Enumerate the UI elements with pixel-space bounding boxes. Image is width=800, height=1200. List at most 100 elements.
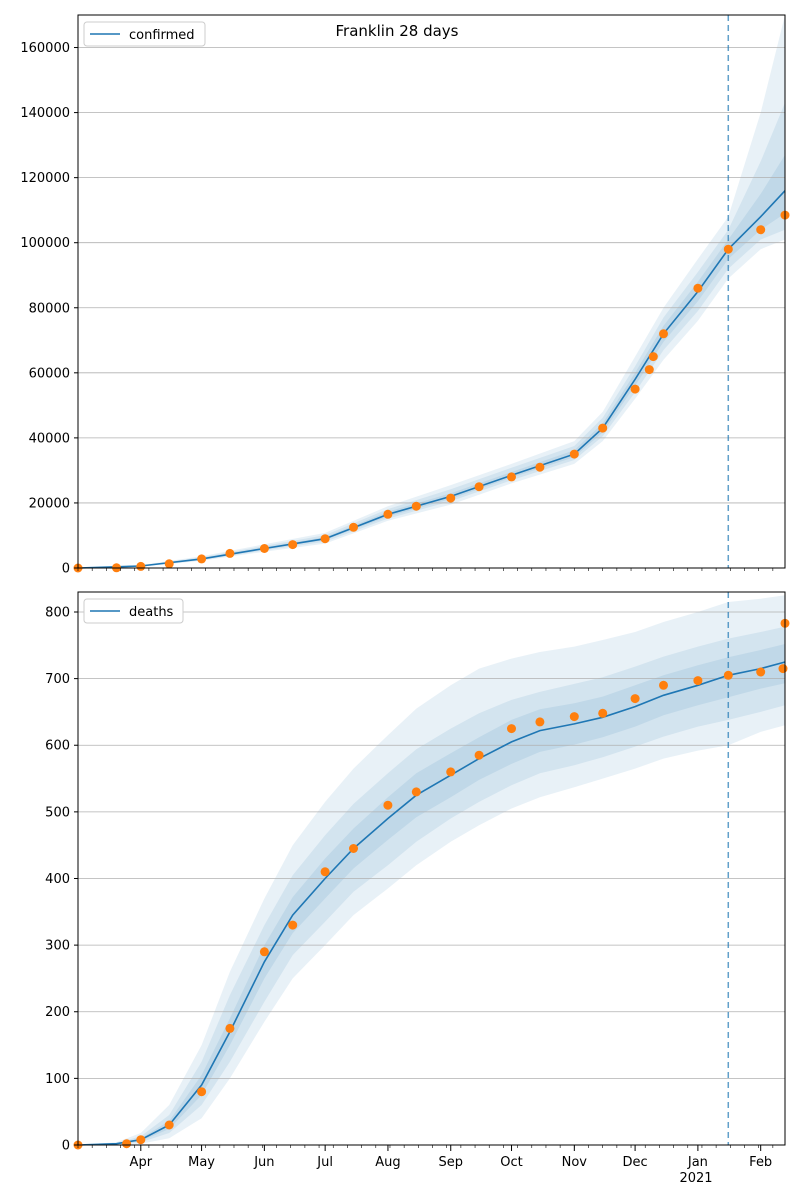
- y-tick-label: 60000: [29, 366, 70, 381]
- observed-point: [569, 712, 579, 722]
- observed-point: [535, 717, 545, 727]
- observed-point: [383, 800, 393, 810]
- observed-point: [259, 947, 269, 957]
- uncertainty-band: [78, 644, 785, 1145]
- deaths-legend: deaths: [83, 598, 184, 624]
- observed-point: [756, 667, 766, 677]
- x-tick-label: Feb: [749, 1155, 772, 1170]
- observed-point: [225, 1023, 235, 1033]
- confirmed-observed-points: [73, 210, 790, 573]
- model-line: [77, 190, 786, 569]
- x-tick-label: Oct: [500, 1155, 522, 1170]
- observed-point: [630, 384, 640, 394]
- year-label: 2021: [679, 1171, 712, 1186]
- y-tick-label: 400: [45, 872, 70, 887]
- axes-frame: [77, 14, 786, 569]
- observed-point: [122, 1139, 132, 1149]
- y-tick-label: 140000: [20, 106, 70, 121]
- chart-title: Franklin 28 days: [336, 22, 459, 40]
- observed-point: [446, 767, 456, 777]
- observed-point: [507, 724, 516, 734]
- observed-point: [723, 670, 733, 680]
- observed-point: [569, 449, 579, 459]
- x-tick-label: Apr: [130, 1155, 153, 1170]
- observed-point: [288, 920, 298, 930]
- month-axis-labels: Apr May Jun Jul Aug Sep Oct Nov Dec Jan Feb: [130, 1145, 772, 1170]
- uncertainty-band: [78, 15, 785, 568]
- y-tick-label: 80000: [29, 301, 70, 316]
- legend-label-deaths: deaths: [129, 605, 174, 620]
- y-tick-label: 100000: [20, 236, 70, 251]
- confirmed-axes: 0 20000 40000 60000 80000 100000 120000 140000 1…: [20, 14, 786, 577]
- y-tick-label: 160000: [20, 41, 70, 56]
- y-tick-label: 200: [45, 1005, 70, 1020]
- observed-point: [349, 522, 358, 532]
- legend-box: [83, 21, 206, 47]
- observed-point: [225, 548, 235, 558]
- legend-label-confirmed: confirmed: [129, 28, 195, 43]
- observed-point: [349, 844, 358, 853]
- observed-point: [507, 472, 516, 482]
- observed-point: [756, 225, 766, 235]
- deaths-axes: 0 100 200 300 400 500 600 700 800: [45, 591, 786, 1154]
- observed-point: [411, 787, 421, 797]
- observed-point: [320, 867, 330, 877]
- confirmed-model-line: [77, 190, 786, 569]
- deaths-panel: 0 100 200 300 400 500 600 700 800 deaths: [45, 591, 790, 1154]
- observed-point: [136, 561, 146, 571]
- observed-point: [648, 352, 658, 362]
- observed-point: [474, 482, 484, 492]
- observed-point: [535, 462, 545, 472]
- uncertainty-band: [78, 595, 785, 1145]
- observed-point: [164, 1120, 174, 1130]
- x-tick-label: Nov: [562, 1155, 588, 1170]
- x-tick-label: Jul: [316, 1155, 333, 1170]
- deaths-gridlines: [78, 611, 785, 1079]
- observed-point: [723, 244, 733, 254]
- x-tick-label: May: [188, 1155, 215, 1170]
- confirmed-uncertainty-bands: [78, 15, 785, 569]
- x-tick-label: Jan: [687, 1155, 708, 1170]
- confirmed-gridlines: [78, 47, 785, 504]
- observed-point: [383, 509, 393, 519]
- x-tick-label: Aug: [375, 1155, 400, 1170]
- uncertainty-band: [78, 154, 785, 568]
- observed-point: [598, 423, 608, 433]
- observed-point: [197, 554, 207, 564]
- observed-point: [288, 540, 298, 550]
- confirmed-legend: confirmed: [83, 21, 206, 47]
- observed-point: [259, 544, 269, 553]
- observed-point: [659, 680, 668, 690]
- observed-point: [659, 329, 668, 339]
- observed-point: [446, 493, 456, 503]
- y-tick-label: 700: [45, 672, 70, 687]
- uncertainty-band: [78, 626, 785, 1145]
- y-tick-label: 120000: [20, 171, 70, 186]
- y-tick-label: 600: [45, 739, 70, 754]
- legend-box: [83, 598, 184, 624]
- x-tick-label: Sep: [438, 1155, 463, 1170]
- observed-point: [644, 365, 654, 375]
- confirmed-panel: 0 20000 40000 60000 80000 100000 120000 140000 1…: [20, 14, 790, 577]
- y-tick-label: 100: [45, 1072, 70, 1087]
- deaths-uncertainty-bands: [78, 595, 785, 1145]
- observed-point: [320, 534, 330, 544]
- y-tick-label: 20000: [29, 496, 70, 511]
- observed-point: [164, 559, 174, 569]
- deaths-model-line: [77, 661, 786, 1146]
- y-tick-label: 40000: [29, 431, 70, 446]
- observed-point: [136, 1135, 146, 1145]
- observed-point: [197, 1087, 207, 1097]
- axes-frame: [77, 591, 786, 1146]
- y-tick-label: 800: [45, 605, 70, 620]
- y-tick-label: 500: [45, 805, 70, 820]
- observed-point: [630, 694, 640, 704]
- observed-point: [411, 501, 421, 511]
- x-tick-label: Dec: [623, 1155, 648, 1170]
- observed-point: [474, 750, 484, 760]
- observed-point: [598, 708, 608, 718]
- y-tick-label: 300: [45, 939, 70, 954]
- model-line: [77, 661, 786, 1146]
- observed-point: [778, 664, 788, 674]
